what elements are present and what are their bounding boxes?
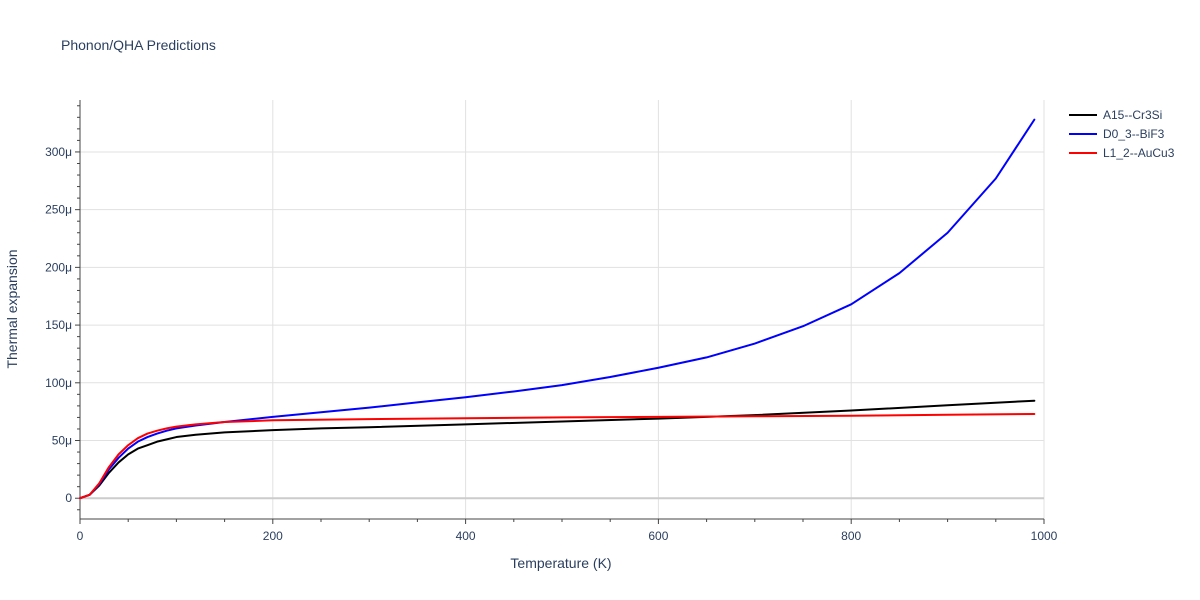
legend-label: L1_2--AuCu3 [1103, 146, 1175, 160]
x-tick-label: 800 [841, 529, 861, 543]
legend-label: D0_3--BiF3 [1103, 127, 1165, 141]
y-tick-label: 200μ [45, 260, 72, 274]
y-axis-label: Thermal expansion [4, 249, 20, 368]
y-tick-label: 50μ [52, 434, 72, 448]
x-tick-label: 200 [263, 529, 283, 543]
x-tick-label: 1000 [1031, 529, 1058, 543]
axes: 0 200 400 600 800 1000 0 50μ 100μ 150μ 200μ 250μ 300… [45, 100, 1058, 543]
x-axis-label: Temperature (K) [510, 555, 611, 571]
legend-item[interactable]: D0_3--BiF3 [1069, 127, 1165, 141]
y-tick-label: 300μ [45, 145, 72, 159]
series-line-1 [79, 118, 1036, 500]
series-lines [79, 118, 1036, 500]
x-tick-label: 400 [456, 529, 476, 543]
legend-label: A15--Cr3Si [1103, 108, 1162, 122]
x-tick-label: 600 [648, 529, 668, 543]
x-tick-label: 0 [77, 529, 84, 543]
series-line-2 [79, 412, 1036, 500]
y-tick-label: 100μ [45, 376, 72, 390]
legend-item[interactable]: A15--Cr3Si [1069, 108, 1162, 122]
legend: A15--Cr3Si D0_3--BiF3 L1_2--AuCu3 [1069, 108, 1175, 160]
grid [80, 100, 1045, 519]
y-tick-label: 0 [65, 491, 72, 505]
y-tick-label: 150μ [45, 318, 72, 332]
legend-item[interactable]: L1_2--AuCu3 [1069, 146, 1175, 160]
y-tick-label: 250μ [45, 203, 72, 217]
chart-title: Phonon/QHA Predictions [61, 37, 216, 53]
